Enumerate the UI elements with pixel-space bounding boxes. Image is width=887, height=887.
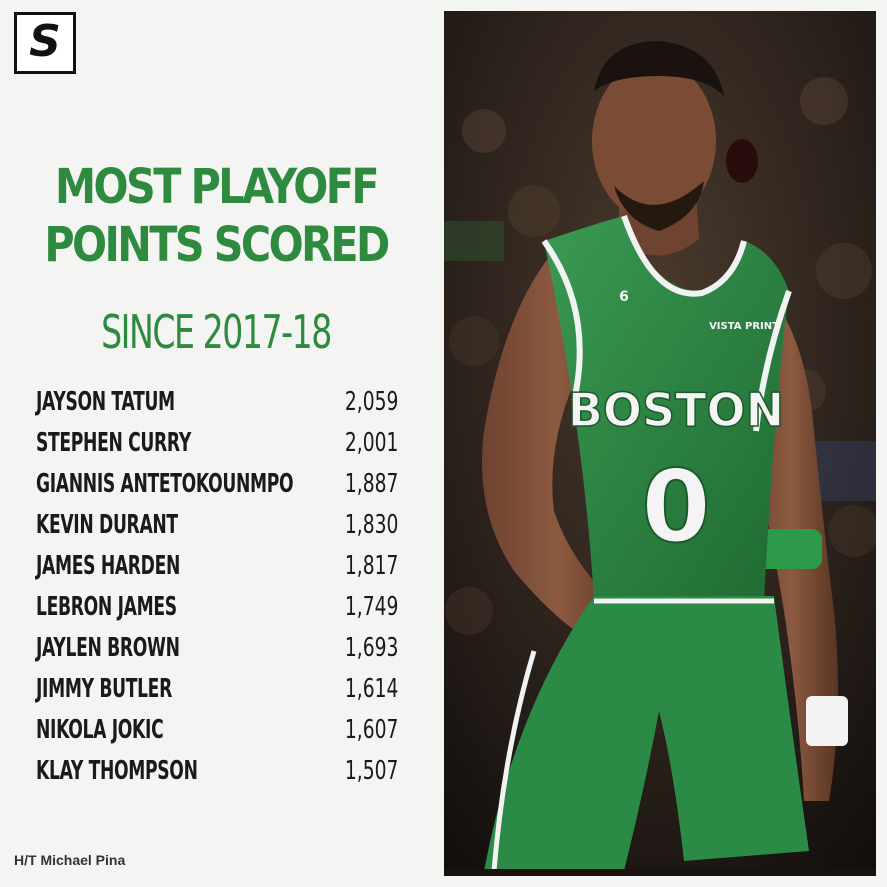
table-row: KLAY THOMPSON 1,507 [36, 751, 398, 792]
player-name: JAYLEN BROWN [36, 633, 180, 663]
player-name: KEVIN DURANT [36, 510, 178, 540]
brand-logo: S [14, 12, 76, 74]
title-line-1: MOST PLAYOFF [55, 159, 380, 215]
player-name: JAYSON TATUM [36, 387, 175, 417]
player-points: 2,001 [344, 428, 398, 458]
table-row: LEBRON JAMES 1,749 [36, 587, 398, 628]
player-photo: BOSTON 0 VISTA PRINT 6 [444, 11, 876, 876]
player-points: 1,693 [344, 633, 398, 663]
player-name: KLAY THOMPSON [36, 756, 198, 786]
table-row: KEVIN DURANT 1,830 [36, 505, 398, 546]
player-name: JIMMY BUTLER [36, 674, 172, 704]
player-points: 1,507 [344, 756, 398, 786]
page-subtitle: SINCE 2017-18 [101, 305, 332, 359]
jersey-text: BOSTON [568, 383, 784, 437]
table-row: STEPHEN CURRY 2,001 [36, 423, 398, 464]
player-name: GIANNIS ANTETOKOUNMPO [36, 469, 294, 499]
table-row: JIMMY BUTLER 1,614 [36, 669, 398, 710]
table-row: JAMES HARDEN 1,817 [36, 546, 398, 587]
table-row: GIANNIS ANTETOKOUNMPO 1,887 [36, 464, 398, 505]
jersey-chest-number: 6 [619, 289, 629, 305]
player-points: 1,830 [344, 510, 398, 540]
logo-letter: S [29, 16, 61, 67]
page-title: MOST PLAYOFF POINTS SCORED [30, 158, 402, 274]
player-name: STEPHEN CURRY [36, 428, 191, 458]
player-name: JAMES HARDEN [36, 551, 181, 581]
jersey-sponsor: VISTA PRINT [709, 321, 779, 332]
photo-credit: H/T Michael Pina [14, 852, 126, 868]
player-points: 1,749 [344, 592, 398, 622]
player-name: NIKOLA JOKIC [36, 715, 164, 745]
title-line-2: POINTS SCORED [44, 217, 390, 273]
jersey-number: 0 [641, 448, 711, 565]
player-points: 1,887 [344, 469, 398, 499]
table-row: JAYLEN BROWN 1,693 [36, 628, 398, 669]
table-row: JAYSON TATUM 2,059 [36, 382, 398, 423]
player-points: 1,614 [344, 674, 398, 704]
player-name: LEBRON JAMES [36, 592, 177, 622]
player-points: 1,817 [344, 551, 398, 581]
table-row: NIKOLA JOKIC 1,607 [36, 710, 398, 751]
player-points: 2,059 [344, 387, 398, 417]
player-points: 1,607 [344, 715, 398, 745]
leaders-table: JAYSON TATUM 2,059 STEPHEN CURRY 2,001 G… [36, 382, 398, 792]
